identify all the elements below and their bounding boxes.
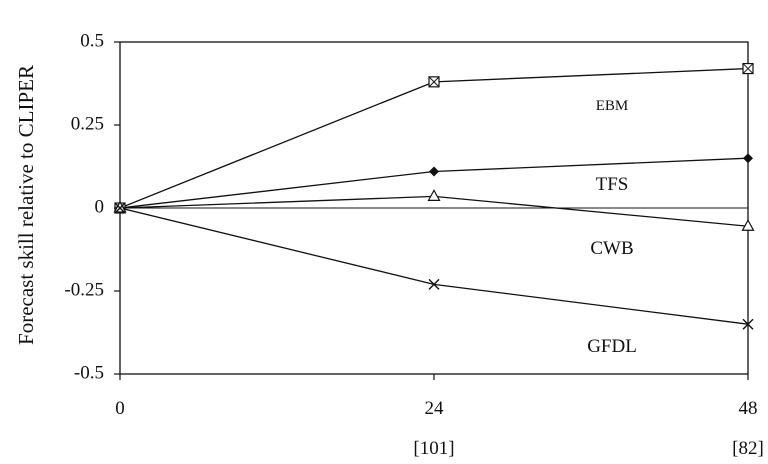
point-gfdl-24 xyxy=(428,278,440,290)
point-tfs-48 xyxy=(743,153,753,164)
x-tick-label: 48 xyxy=(739,398,758,419)
y-tick-label: 0.25 xyxy=(71,113,104,134)
y-axis-title: Forecast skill relative to CLIPER xyxy=(14,65,38,345)
series-markers xyxy=(113,62,755,330)
y-tick-label: 0 xyxy=(95,196,105,217)
series-labels: EBM TFS CWB GFDL xyxy=(587,98,637,357)
y-tick-label: 0.5 xyxy=(80,30,104,51)
series-label-tfs: TFS xyxy=(596,174,629,195)
point-ebm-48 xyxy=(742,62,754,75)
point-gfdl-48 xyxy=(742,318,754,330)
x-sample-count-label: [101] xyxy=(413,438,454,459)
y-tick-label: -0.25 xyxy=(64,279,104,300)
point-cwb-48 xyxy=(741,219,755,231)
point-gfdl-0 xyxy=(114,202,126,214)
y-tick-label: -0.5 xyxy=(74,362,104,383)
series-line-ebm xyxy=(119,67,749,209)
point-tfs-24 xyxy=(429,166,439,177)
point-ebm-24 xyxy=(428,76,440,88)
series-line-gfdl xyxy=(119,207,749,325)
x-tick-label: 24 xyxy=(425,398,445,419)
series-label-ebm: EBM xyxy=(596,98,629,114)
series-label-cwb: CWB xyxy=(590,238,633,259)
y-ticks: -0.5 -0.25 0 0.25 0.5 xyxy=(64,30,120,383)
point-cwb-0 xyxy=(113,200,127,213)
x-ticks: 0 24 [101] 48 [82] xyxy=(115,374,764,459)
series-label-gfdl: GFDL xyxy=(587,336,637,357)
point-cwb-24 xyxy=(427,189,441,201)
x-tick-label: 0 xyxy=(115,398,125,419)
x-sample-count-label: [82] xyxy=(732,438,764,459)
y-axis-title-group: Forecast skill relative to CLIPER xyxy=(14,65,38,345)
